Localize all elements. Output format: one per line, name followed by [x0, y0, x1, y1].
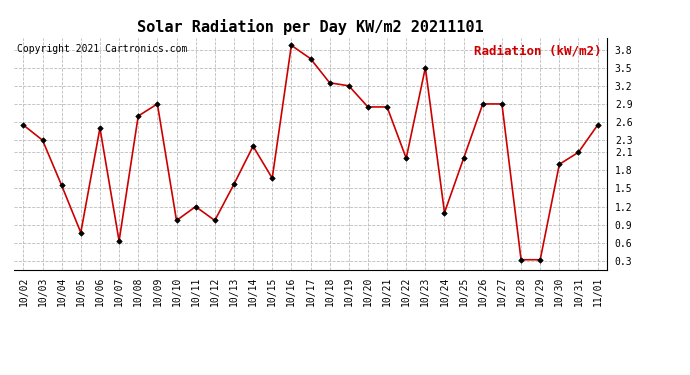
Text: Radiation (kW/m2): Radiation (kW/m2)	[474, 45, 601, 57]
Text: Copyright 2021 Cartronics.com: Copyright 2021 Cartronics.com	[17, 45, 187, 54]
Title: Solar Radiation per Day KW/m2 20211101: Solar Radiation per Day KW/m2 20211101	[137, 19, 484, 35]
